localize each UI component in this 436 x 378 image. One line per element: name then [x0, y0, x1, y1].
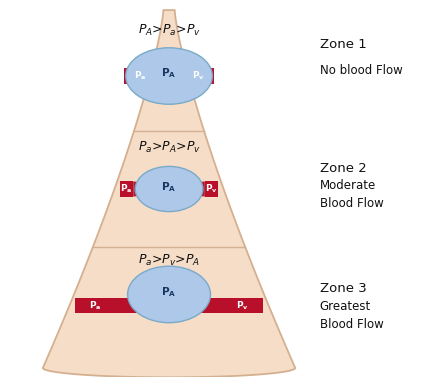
Text: $\mathbf{P_A}$: $\mathbf{P_A}$	[161, 66, 177, 80]
Polygon shape	[133, 181, 205, 197]
Text: No blood Flow: No blood Flow	[320, 64, 402, 77]
FancyBboxPatch shape	[205, 181, 218, 197]
FancyBboxPatch shape	[124, 68, 156, 84]
Text: $P_a$>$P_v$>$P_A$: $P_a$>$P_v$>$P_A$	[138, 253, 200, 268]
FancyBboxPatch shape	[120, 181, 133, 197]
Text: $\mathbf{P_v}$: $\mathbf{P_v}$	[192, 70, 204, 82]
Text: $\mathbf{P_A}$: $\mathbf{P_A}$	[161, 285, 177, 299]
Polygon shape	[43, 10, 295, 377]
Ellipse shape	[135, 166, 203, 212]
Text: Greatest
Blood Flow: Greatest Blood Flow	[320, 300, 383, 331]
Text: $\mathbf{P_a}$: $\mathbf{P_a}$	[89, 299, 102, 312]
Text: Zone 1: Zone 1	[320, 37, 366, 51]
FancyBboxPatch shape	[182, 68, 214, 84]
Text: Zone 3: Zone 3	[320, 282, 366, 295]
FancyBboxPatch shape	[75, 298, 263, 313]
Text: $\mathbf{P_a}$: $\mathbf{P_a}$	[120, 183, 133, 195]
Text: Zone 2: Zone 2	[320, 162, 366, 175]
Text: $\mathbf{P_a}$: $\mathbf{P_a}$	[133, 70, 146, 82]
Text: $\mathbf{P_v}$: $\mathbf{P_v}$	[236, 299, 249, 312]
Text: $P_A$>$P_a$>$P_v$: $P_A$>$P_a$>$P_v$	[138, 23, 201, 39]
Text: $\mathbf{P_v}$: $\mathbf{P_v}$	[205, 183, 218, 195]
Ellipse shape	[128, 266, 211, 323]
Ellipse shape	[126, 48, 212, 104]
Text: $P_a$>$P_A$>$P_v$: $P_a$>$P_A$>$P_v$	[138, 140, 201, 155]
Text: Moderate
Blood Flow: Moderate Blood Flow	[320, 179, 383, 210]
Text: $\mathbf{P_A}$: $\mathbf{P_A}$	[161, 180, 177, 194]
